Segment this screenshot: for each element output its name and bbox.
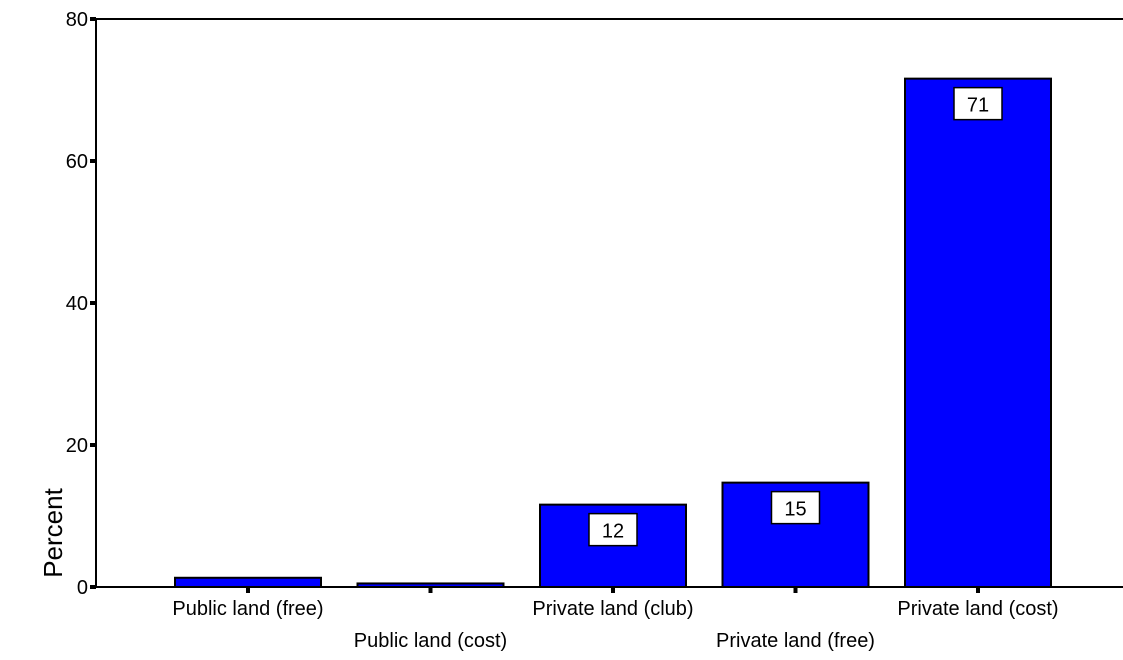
y-tick-label: 40	[66, 293, 88, 315]
x-category-label: Public land (cost)	[354, 630, 507, 652]
data-label: 12	[602, 521, 624, 543]
data-label: 15	[784, 499, 806, 521]
y-tick-label: 20	[66, 435, 88, 457]
data-label-box	[588, 512, 638, 547]
x-category-label: Private land (free)	[716, 630, 875, 652]
chart-labels: 0 20 40 60 80 Public land (free) Public land (…	[66, 9, 1059, 652]
bar-1	[356, 582, 505, 589]
data-label-box	[953, 86, 1003, 121]
y-axis-title: Percent	[38, 487, 68, 577]
x-category-label: Private land (club)	[532, 598, 693, 620]
chart-bars	[174, 77, 1052, 589]
bar-0	[174, 576, 322, 589]
y-tick-label: 0	[77, 577, 88, 599]
y-tick-label: 60	[66, 151, 88, 173]
bar-3	[721, 481, 870, 589]
y-tick-label: 80	[66, 9, 88, 31]
data-label: 71	[967, 95, 989, 117]
data-label-box	[770, 490, 821, 525]
bar-4	[904, 77, 1052, 588]
x-category-label: Private land (cost)	[897, 598, 1058, 620]
x-category-label: Public land (free)	[172, 598, 323, 620]
